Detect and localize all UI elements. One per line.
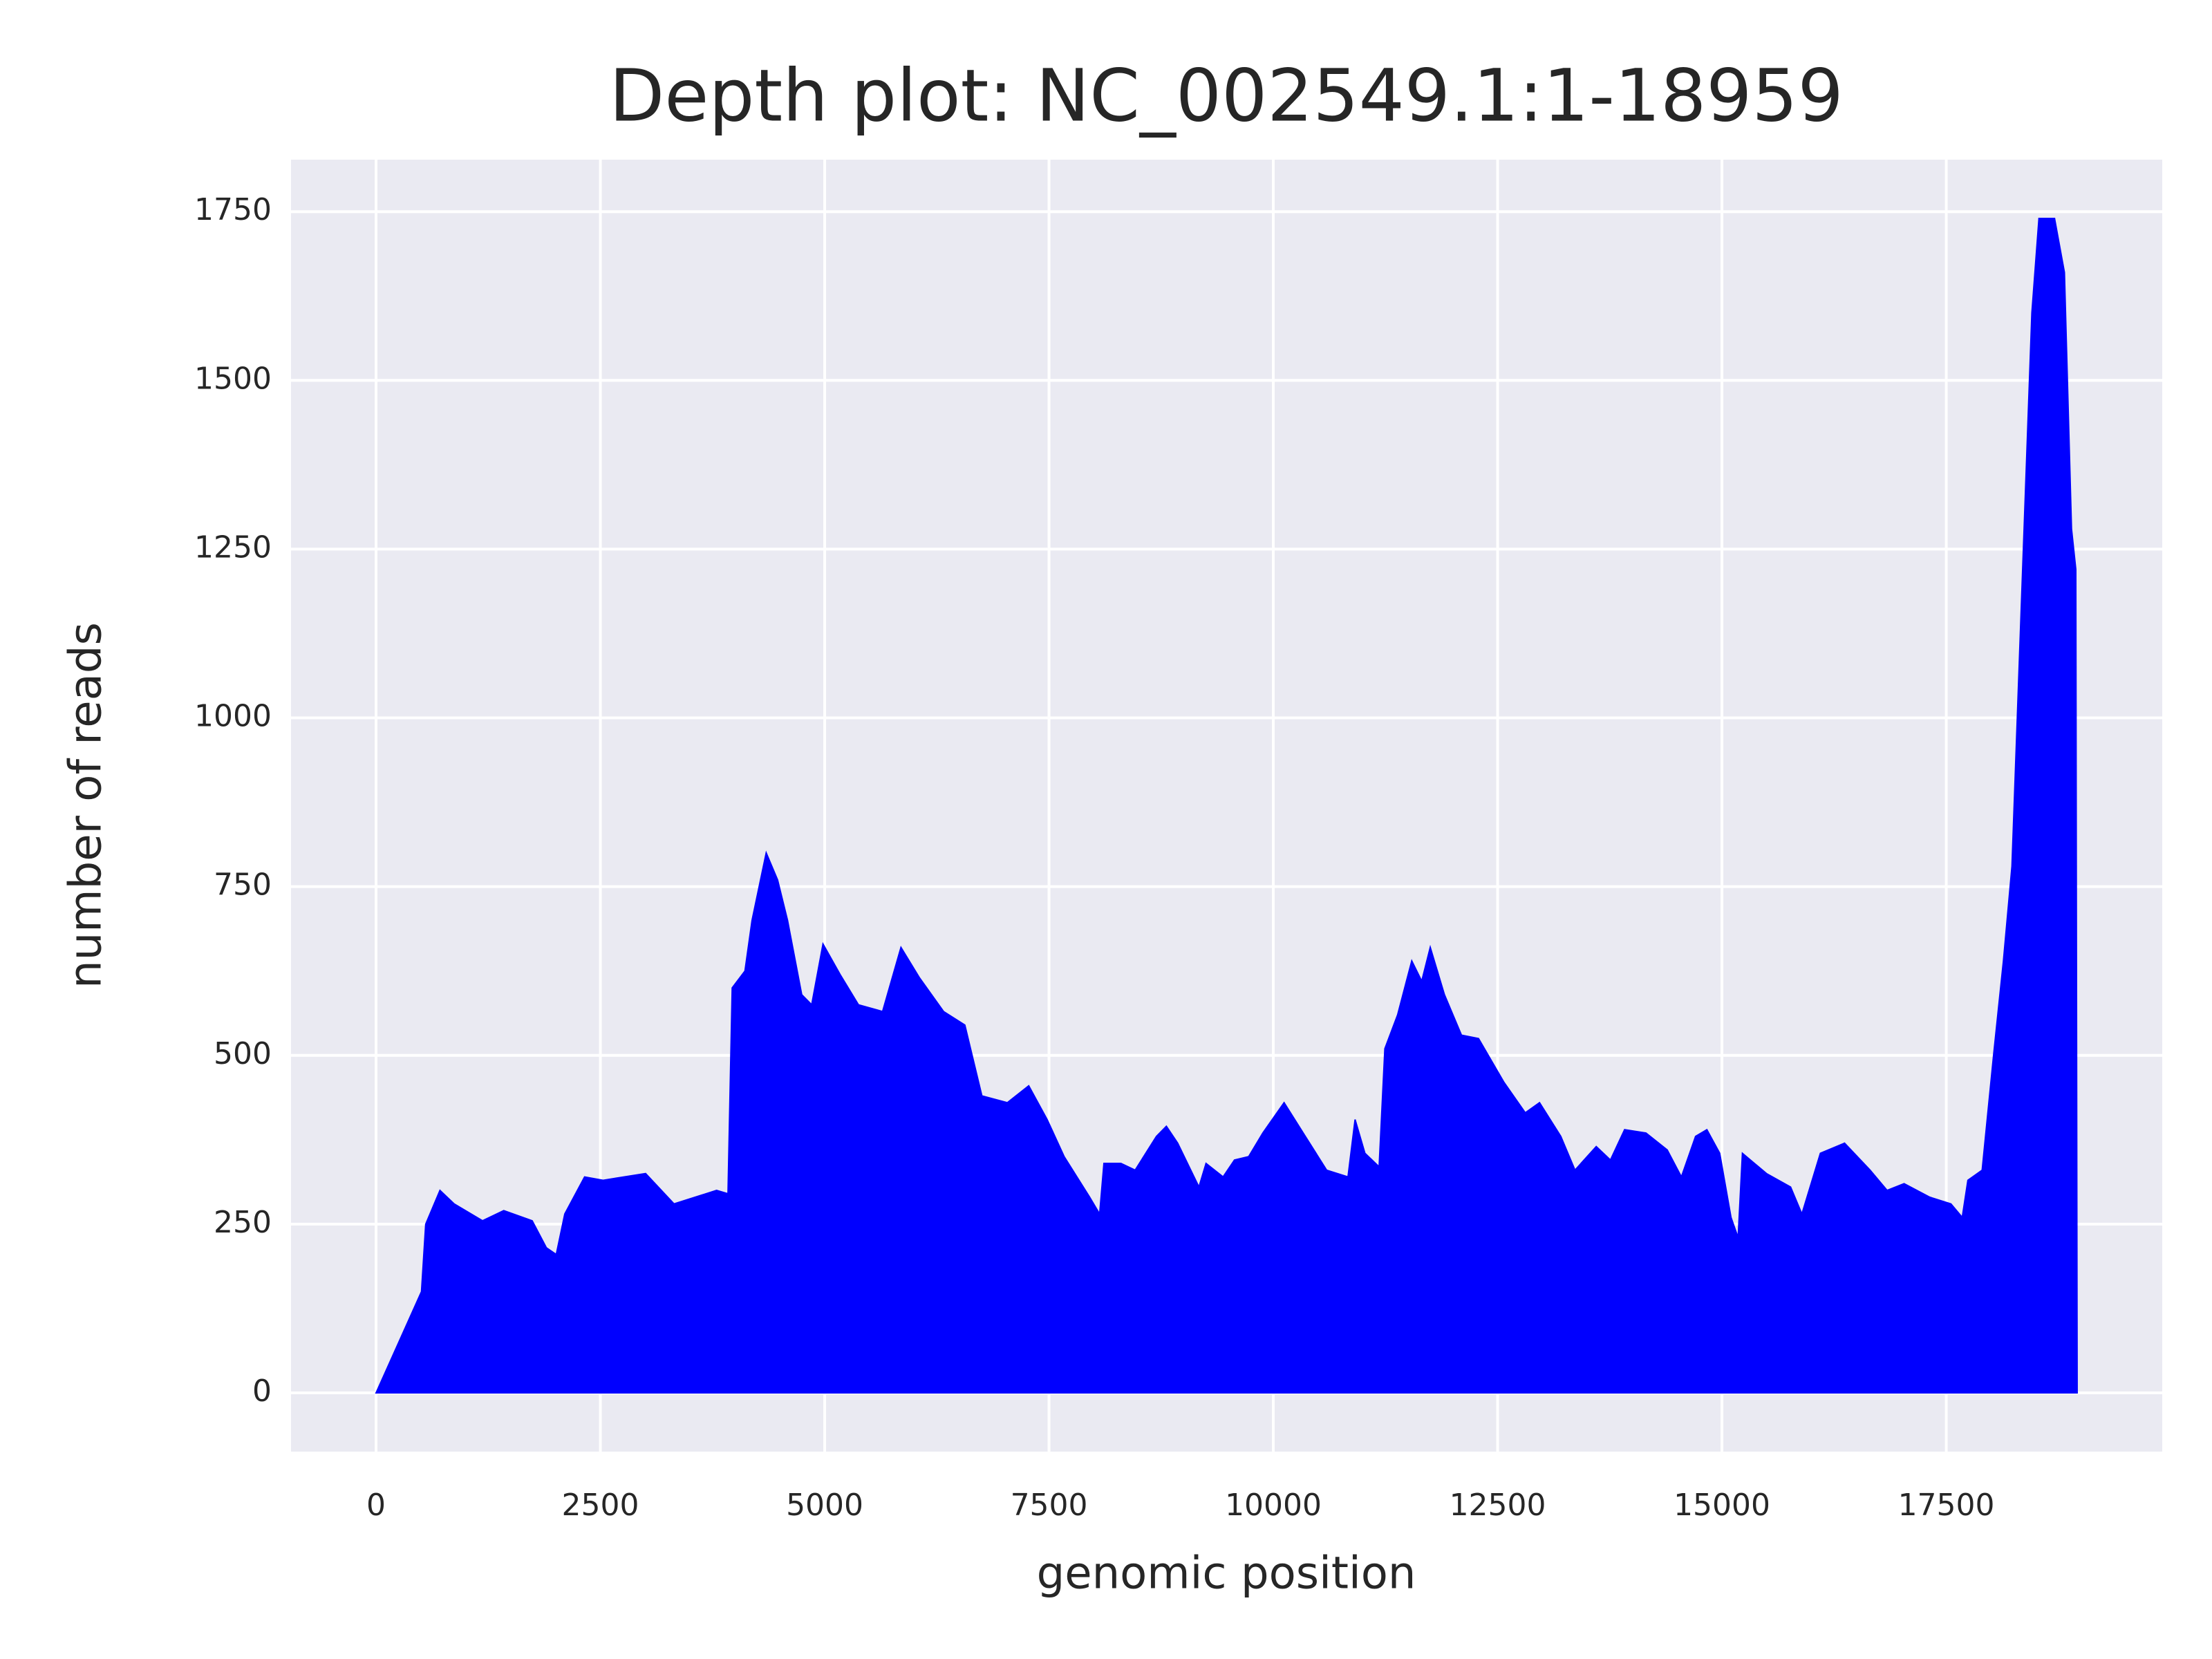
y-tick-label: 1500: [194, 361, 272, 396]
x-tick-label: 17500: [1898, 1488, 1995, 1523]
y-tick-label: 1250: [194, 529, 272, 565]
x-tick-label: 0: [366, 1488, 386, 1523]
x-tick-label: 15000: [1674, 1488, 1770, 1523]
x-axis-label: genomic position: [1037, 1548, 1416, 1600]
x-tick-label: 7500: [1011, 1488, 1088, 1523]
y-tick-label: 500: [214, 1036, 272, 1071]
x-tick-label: 2500: [562, 1488, 639, 1523]
y-axis-label: number of reads: [61, 622, 112, 988]
y-tick-label: 250: [214, 1205, 272, 1240]
x-tick-label: 10000: [1225, 1488, 1322, 1523]
y-tick-label: 1750: [194, 192, 272, 227]
y-tick-label: 1000: [194, 699, 272, 734]
y-tick-label: 0: [252, 1374, 272, 1409]
x-tick-label: 5000: [786, 1488, 863, 1523]
y-tick-label: 750: [214, 868, 272, 903]
depth-area: [375, 217, 2078, 1394]
chart-title: Depth plot: NC_002549.1:1-18959: [609, 53, 1843, 138]
x-tick-label: 12500: [1450, 1488, 1546, 1523]
